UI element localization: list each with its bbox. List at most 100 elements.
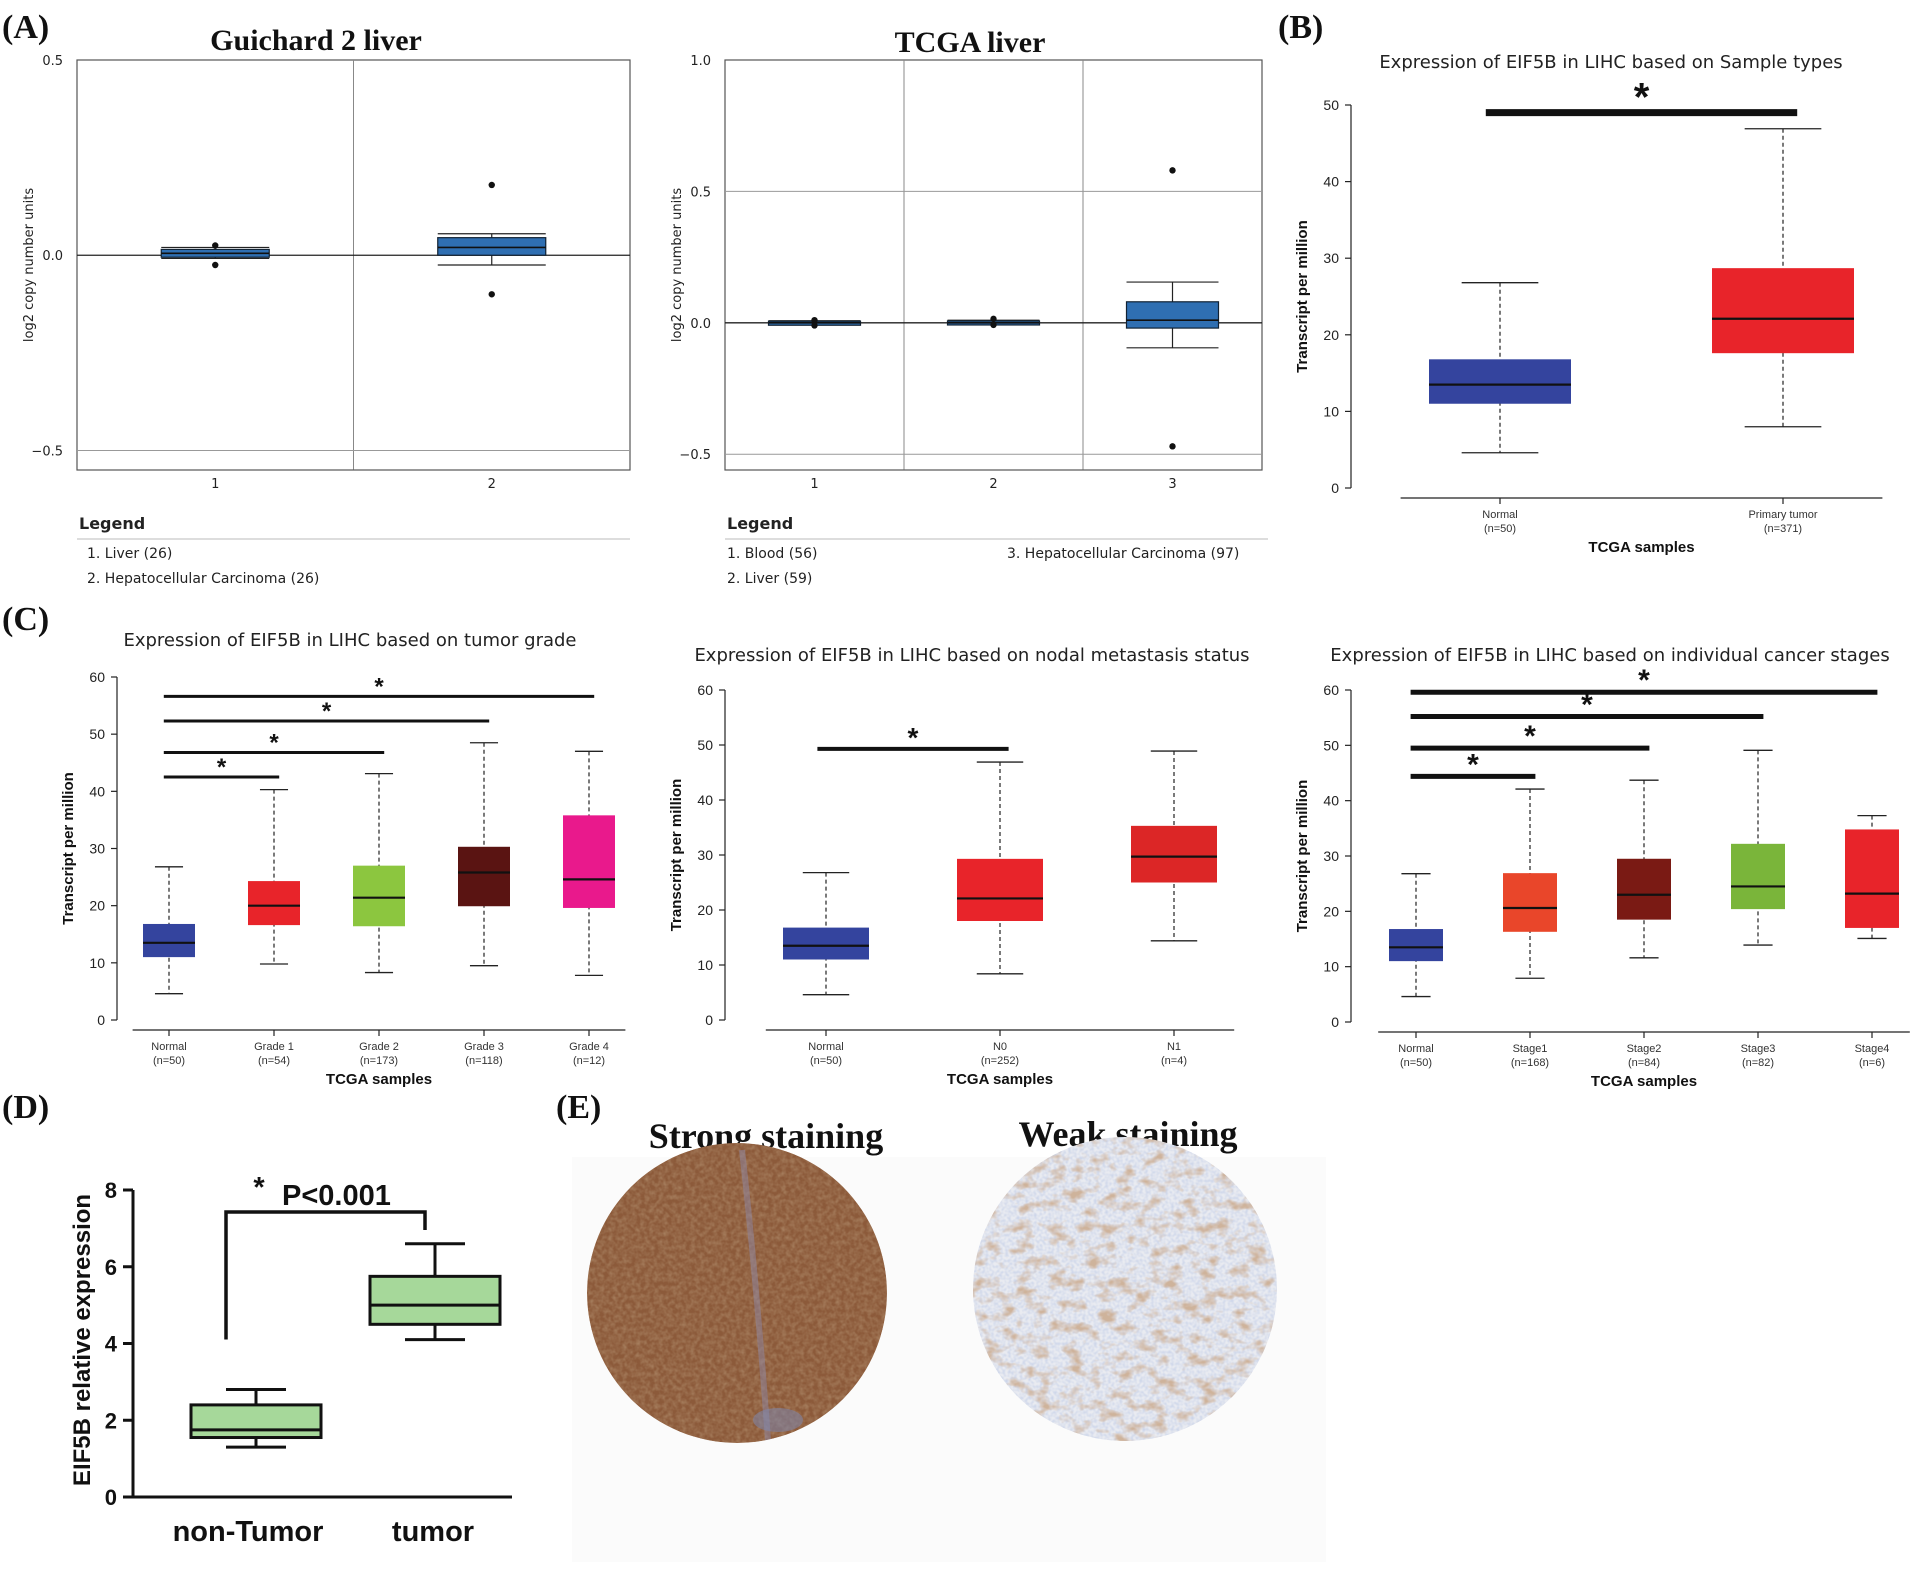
sample-count: (n=54)	[258, 1055, 290, 1067]
legend-item: 2. Liver (59)	[727, 571, 812, 587]
outlier-point	[212, 261, 219, 269]
strong-staining-image	[587, 1143, 887, 1443]
x-tick-label: Stage2	[1627, 1043, 1662, 1055]
chart-title: Expression of EIF5B in LIHC based on tum…	[123, 630, 576, 651]
sample-count: (n=4)	[1161, 1055, 1187, 1067]
legend-item: 2. Hepatocellular Carcinoma (26)	[87, 571, 319, 587]
outlier-point	[811, 322, 818, 329]
x-tick-label: 2	[989, 477, 997, 492]
box	[1712, 268, 1854, 354]
y-tick-label: 10	[1323, 959, 1339, 975]
panel-label-c: (C)	[2, 601, 49, 638]
panel-label-e: (E)	[556, 1089, 601, 1126]
plot-frame	[724, 59, 1263, 471]
sample-count: (n=173)	[360, 1055, 398, 1067]
sample-count: (n=168)	[1511, 1057, 1549, 1069]
panel-label-a: (A)	[2, 9, 49, 46]
significance-star: *	[253, 1172, 265, 1204]
y-axis-label: log2 copy number units	[670, 188, 685, 342]
x-tick-label: Grade 4	[569, 1041, 609, 1053]
chart-sample-types: Expression of EIF5B in LIHC based on Sam…	[1294, 52, 1883, 556]
y-tick-label: 60	[89, 669, 105, 685]
box	[1125, 301, 1220, 329]
y-tick-label: 0	[105, 1485, 117, 1510]
sample-count: (n=50)	[1400, 1057, 1432, 1069]
y-tick-label: 30	[697, 847, 713, 863]
sample-count: (n=252)	[981, 1055, 1019, 1067]
panel-e: Strong staining Weak staining	[572, 1114, 1326, 1562]
y-tick-label: 0.0	[690, 317, 711, 332]
chart-cancer-stages: Expression of EIF5B in LIHC based on ind…	[1294, 645, 1910, 1090]
chart-tumor-grade: Expression of EIF5B in LIHC based on tum…	[60, 630, 626, 1088]
y-tick-label: 1.0	[690, 54, 711, 69]
y-tick-label: 20	[89, 898, 105, 914]
y-axis-label: Transcript per million	[1294, 780, 1311, 933]
outlier-point	[1169, 167, 1176, 174]
box	[783, 927, 869, 960]
y-tick-label: 6	[105, 1255, 117, 1280]
y-tick-label: 20	[1323, 327, 1339, 343]
significance-star: *	[1581, 689, 1593, 722]
legend-title: Legend	[79, 514, 145, 533]
sample-count: (n=50)	[153, 1055, 185, 1067]
outlier-point	[990, 315, 997, 323]
box	[1503, 873, 1557, 932]
y-axis-label: Transcript per million	[668, 779, 685, 932]
sample-count: (n=82)	[1742, 1057, 1774, 1069]
y-tick-label: 40	[697, 792, 713, 808]
box	[1731, 843, 1785, 910]
y-tick-label: −0.5	[31, 444, 63, 459]
y-tick-label: 50	[1323, 737, 1339, 753]
sample-count: (n=6)	[1859, 1057, 1885, 1069]
sample-count: (n=84)	[1628, 1057, 1660, 1069]
chart-title: Guichard 2 liver	[210, 24, 422, 57]
x-axis-label: TCGA samples	[1588, 539, 1694, 556]
x-tick-label: N1	[1167, 1041, 1181, 1053]
legend-item: 1. Blood (56)	[727, 546, 818, 562]
y-tick-label: 50	[1323, 97, 1339, 113]
y-axis-label: log2 copy number units	[22, 188, 37, 342]
y-tick-label: 4	[105, 1332, 118, 1357]
box	[353, 865, 405, 927]
sample-count: (n=12)	[573, 1055, 605, 1067]
x-tick-label: Primary tumor	[1748, 509, 1817, 521]
x-tick-label: Stage1	[1513, 1043, 1548, 1055]
chart-guichard-liver: Guichard 2 liver 0.5 0.0 −0.5 log2 copy numb…	[22, 24, 631, 587]
x-tick-label: 1	[211, 477, 219, 492]
outlier-point	[990, 321, 997, 329]
y-tick-label: 0	[705, 1012, 713, 1028]
chart-title: Expression of EIF5B in LIHC based on ind…	[1330, 645, 1889, 666]
y-tick-label: 0	[1331, 480, 1339, 496]
box	[1389, 929, 1443, 962]
outlier-point	[1169, 443, 1176, 450]
box	[957, 858, 1043, 921]
x-tick-label: Grade 1	[254, 1041, 294, 1053]
box	[368, 1274, 502, 1326]
sample-count: (n=50)	[810, 1055, 842, 1067]
significance-star: *	[374, 673, 384, 700]
box	[437, 237, 547, 256]
x-tick-label: Stage3	[1741, 1043, 1776, 1055]
x-tick-label: 1	[810, 477, 818, 492]
x-tick-label: non-Tumor	[173, 1516, 324, 1548]
outlier-point	[488, 291, 495, 298]
significance-star: *	[322, 698, 332, 725]
chart-title: Expression of EIF5B in LIHC based on nod…	[694, 645, 1249, 666]
significance-star: *	[908, 722, 919, 753]
chart-tcga-liver: TCGA liver 1.0 0.5 0.0 −0.5 log2 copy number …	[670, 26, 1268, 587]
x-axis-label: TCGA samples	[1591, 1073, 1697, 1090]
y-tick-label: −0.5	[679, 448, 711, 463]
y-tick-label: 8	[105, 1178, 117, 1203]
box	[143, 923, 195, 958]
legend-item: 3. Hepatocellular Carcinoma (97)	[1007, 546, 1239, 562]
box	[1131, 825, 1217, 883]
y-tick-label: 20	[1323, 903, 1339, 919]
outlier-point	[212, 242, 219, 249]
y-axis-label: Transcript per million	[1294, 220, 1311, 373]
y-tick-label: 10	[89, 955, 105, 971]
significance-star: *	[1638, 664, 1650, 697]
x-tick-label: 3	[1168, 477, 1176, 492]
y-tick-label: 2	[105, 1408, 117, 1433]
x-axis-label: TCGA samples	[947, 1071, 1053, 1088]
outlier-point	[811, 316, 818, 324]
